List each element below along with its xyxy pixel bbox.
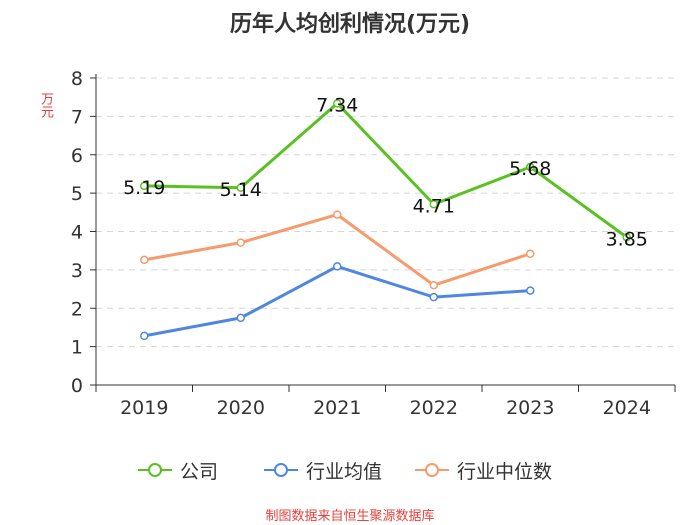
data-label: 3.85 <box>606 228 648 250</box>
data-source-note: 制图数据来自恒生聚源数据库 <box>265 509 435 524</box>
legend-label: 行业均值 <box>306 460 383 483</box>
y-tick-label: 2 <box>71 298 83 320</box>
series-line <box>143 264 531 338</box>
data-label: 4.71 <box>413 195 455 217</box>
data-point <box>429 200 438 209</box>
chart-title: 历年人均创利情况(万元) <box>229 12 471 37</box>
x-tick-label: 2022 <box>410 397 458 419</box>
y-tick-label: 6 <box>71 145 83 167</box>
data-point <box>526 249 535 259</box>
data-point <box>429 280 438 290</box>
data-point <box>526 162 535 172</box>
y-tick-label: 3 <box>71 260 83 282</box>
data-label: 5.19 <box>123 177 165 199</box>
data-point <box>622 233 631 242</box>
legend-marker-icon <box>264 463 298 477</box>
x-tick-label: 2024 <box>603 397 651 419</box>
x-tick-label: 2019 <box>120 397 168 419</box>
data-point <box>140 255 149 265</box>
legend-item-industry-median[interactable]: 行业中位数 <box>415 455 552 485</box>
y-axis-label: 万元 <box>38 92 53 118</box>
y-tick-label: 1 <box>71 337 83 359</box>
y-tick-label: 7 <box>71 106 83 128</box>
series-line <box>143 213 531 287</box>
data-point <box>236 313 245 323</box>
data-point <box>236 238 245 247</box>
data-point <box>140 331 149 341</box>
legend: 公司 行业均值 行业中位数 <box>0 455 700 485</box>
legend-label: 行业中位数 <box>457 460 553 483</box>
data-point <box>333 210 342 219</box>
x-tick-label: 2021 <box>313 397 361 419</box>
data-label: 5.14 <box>220 179 262 201</box>
data-point <box>526 286 535 295</box>
legend-marker-icon <box>138 463 172 477</box>
y-tick-label: 8 <box>71 68 83 90</box>
legend-item-industry-average[interactable]: 行业均值 <box>264 455 382 485</box>
data-label: 5.68 <box>509 158 551 180</box>
y-tick-label: 4 <box>71 222 83 244</box>
legend-label: 公司 <box>180 460 219 483</box>
legend-marker-icon <box>415 463 449 477</box>
data-point <box>236 183 245 193</box>
data-point <box>333 99 342 108</box>
data-label: 7.34 <box>316 94 358 116</box>
y-tick-label: 5 <box>71 183 83 205</box>
y-tick-label: 0 <box>71 375 83 397</box>
data-point <box>140 181 149 191</box>
data-point <box>429 292 438 302</box>
legend-item-company[interactable]: 公司 <box>138 455 218 485</box>
data-point <box>333 262 342 271</box>
x-tick-label: 2020 <box>217 397 265 419</box>
x-tick-label: 2023 <box>506 397 554 419</box>
series-line <box>144 101 628 239</box>
